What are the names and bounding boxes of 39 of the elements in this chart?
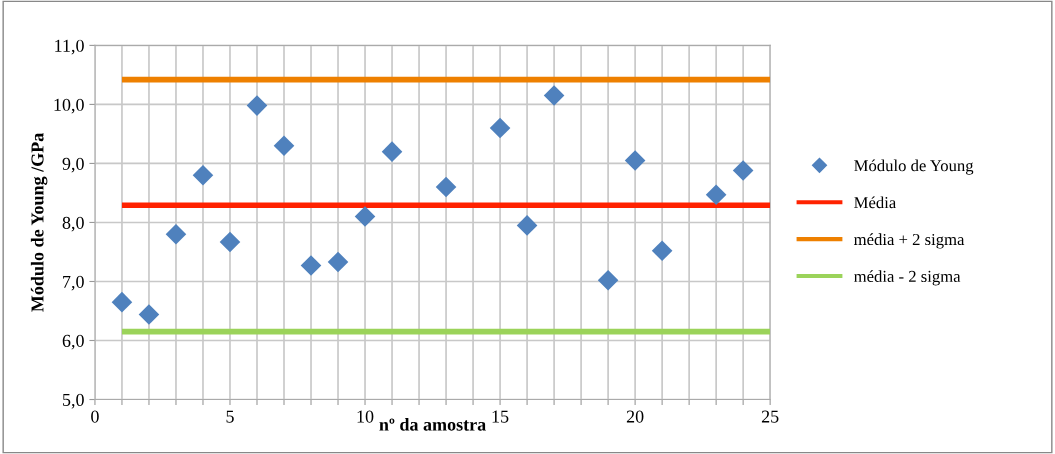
point (705, 184, 727, 206)
x-tick-label: 5 (226, 410, 234, 423)
point (354, 206, 376, 227)
x-tick-label: 10 (357, 410, 374, 423)
legend-label: média + 2 sigma (854, 233, 965, 249)
legend-label: Média (854, 196, 896, 209)
point (300, 255, 322, 276)
point (246, 95, 268, 116)
y-axis-title: Módulo de Young /GPa (30, 133, 48, 312)
point (327, 251, 349, 273)
x-tick-label: 20 (626, 410, 644, 423)
point (219, 231, 241, 253)
point (111, 291, 133, 313)
y-tick-label: 9,0 (62, 157, 84, 173)
point (192, 164, 214, 186)
y-tick-label: 10,0 (54, 98, 84, 114)
point (516, 215, 538, 236)
point (489, 117, 511, 139)
point (651, 240, 673, 262)
y-tick-label: 11,0 (55, 39, 84, 55)
x-tick-label: 15 (492, 410, 509, 423)
point (138, 304, 160, 325)
y-tick-label: 8,0 (62, 216, 84, 232)
point (624, 150, 646, 171)
point (597, 270, 619, 291)
x-tick-label: 0 (91, 410, 99, 423)
point (381, 141, 403, 162)
y-tick-label: 5,0 (63, 393, 84, 409)
x-axis-title: nº da amostra (379, 417, 486, 431)
point (732, 160, 754, 181)
y-tick-label: 7,0 (63, 275, 84, 291)
point (543, 85, 565, 106)
legend-label: Módulo de Young (854, 159, 974, 175)
legend-label: média - 2 sigma (854, 270, 961, 286)
point (165, 223, 187, 245)
point (435, 176, 457, 198)
x-tick-label: 25 (761, 410, 779, 423)
y-tick-label: 6,0 (62, 334, 84, 350)
point (273, 135, 295, 157)
